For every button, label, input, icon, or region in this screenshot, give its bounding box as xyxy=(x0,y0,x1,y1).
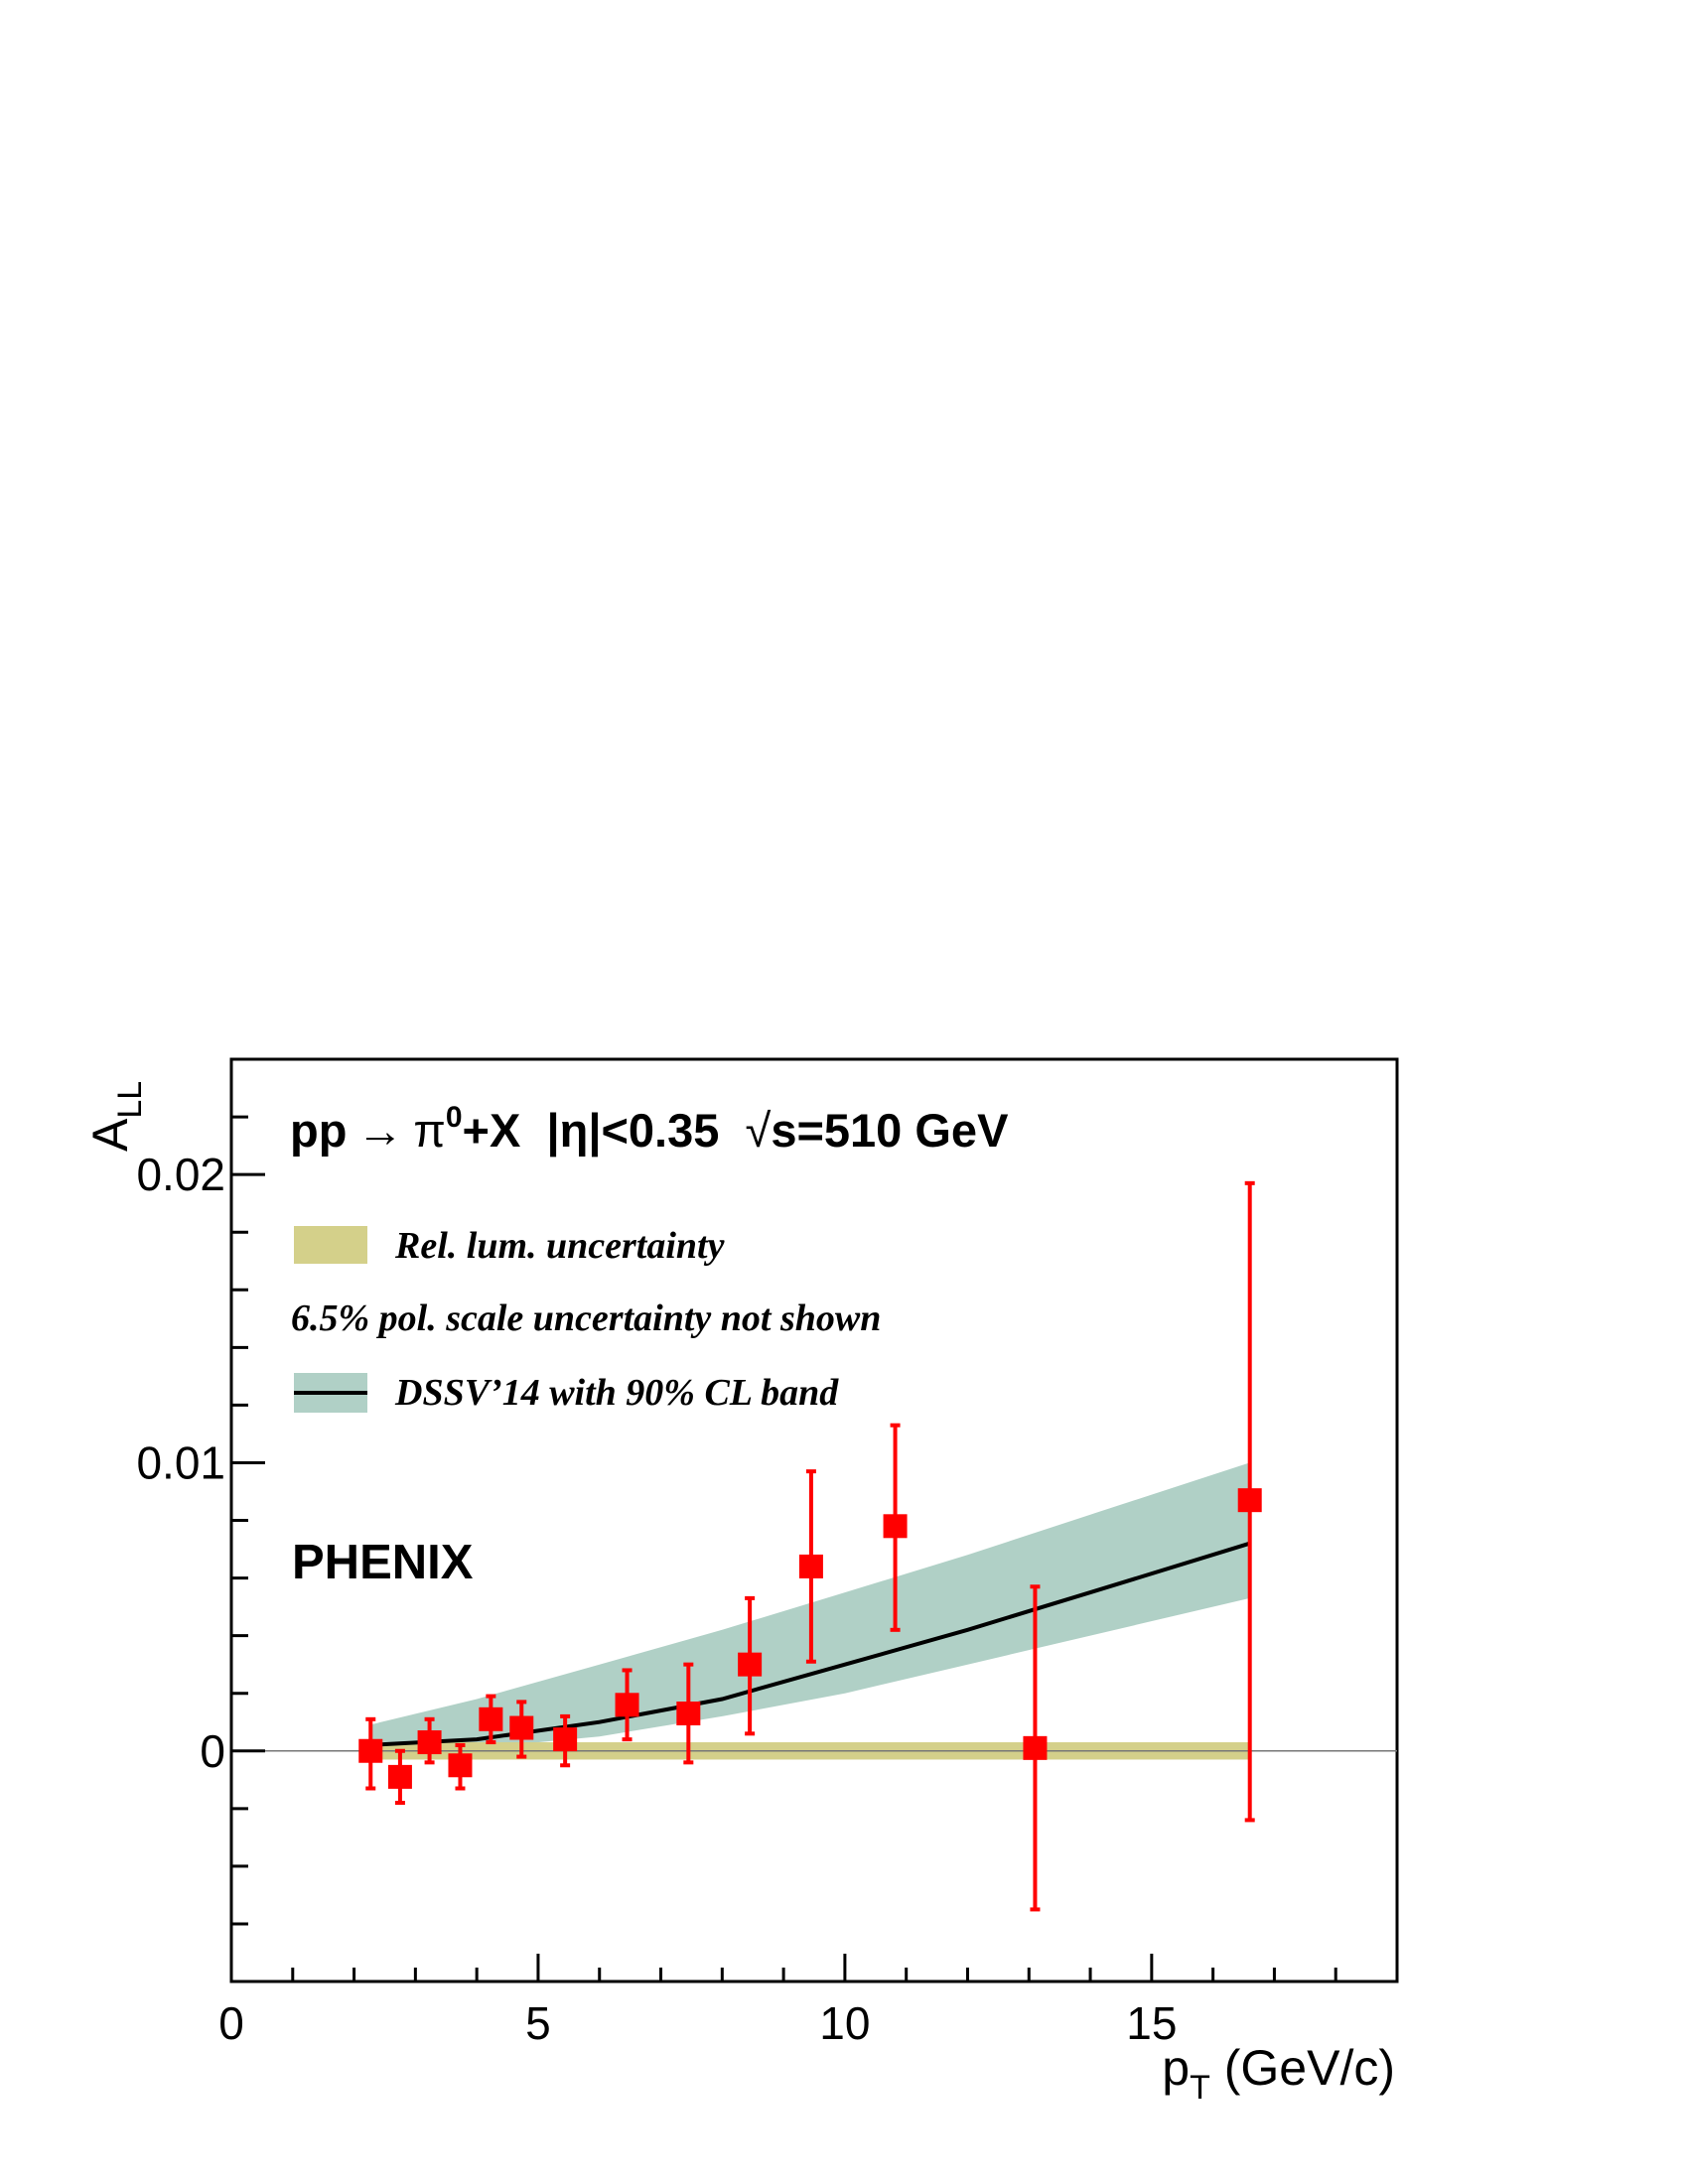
experiment-label: PHENIX xyxy=(292,1536,474,1589)
data-point xyxy=(798,1469,823,1664)
data-marker xyxy=(509,1715,534,1740)
data-point xyxy=(676,1662,701,1765)
x-tick-label: 5 xyxy=(525,1997,551,2049)
data-point xyxy=(1023,1584,1048,1912)
data-marker xyxy=(553,1727,578,1752)
data-marker xyxy=(883,1514,908,1539)
legend-label-dssv: DSSV’14 with 90% CL band xyxy=(394,1372,839,1414)
y-tick-label: 0.01 xyxy=(136,1436,225,1488)
data-marker xyxy=(676,1702,701,1726)
data-marker xyxy=(1023,1735,1048,1760)
data-point xyxy=(738,1595,763,1736)
legend-label-rel-lum: Rel. lum. uncertainty xyxy=(394,1225,725,1267)
x-tick-label: 10 xyxy=(819,1997,870,2049)
x-tick-label: 15 xyxy=(1126,1997,1177,2049)
data-point xyxy=(448,1742,473,1791)
chart-header: pp → π0+X |η|<0.35 √s=510 GeV xyxy=(290,1101,1009,1157)
data-marker xyxy=(615,1693,639,1717)
data-marker xyxy=(479,1706,503,1731)
data-point xyxy=(553,1713,578,1768)
data-point xyxy=(509,1700,534,1759)
data-points xyxy=(358,1180,1262,1912)
data-marker xyxy=(417,1730,442,1755)
data-point xyxy=(883,1423,908,1632)
data-marker xyxy=(358,1738,383,1763)
y-tick-label: 0 xyxy=(200,1725,225,1777)
data-marker xyxy=(448,1753,473,1778)
data-point xyxy=(615,1668,639,1742)
data-point xyxy=(358,1716,383,1791)
data-marker xyxy=(387,1764,412,1789)
x-tick-label: 0 xyxy=(218,1997,244,2049)
legend-label-pol-scale: 6.5% pol. scale uncertainty not shown xyxy=(291,1297,881,1339)
data-point xyxy=(479,1694,503,1745)
legend-swatch-rel-lum xyxy=(294,1226,367,1264)
data-marker xyxy=(798,1554,823,1578)
data-point xyxy=(387,1748,412,1806)
data-marker xyxy=(738,1652,763,1677)
y-axis-title: ALL xyxy=(82,1081,149,1152)
axis-ticks: 0 5 10 15 0 0.01 0.02 xyxy=(136,1057,1399,2049)
y-axis-title-main: ALL xyxy=(82,1081,149,1152)
data-point xyxy=(417,1716,442,1765)
data-point xyxy=(1237,1180,1262,1823)
x-axis-title: pT (GeV/c) xyxy=(1162,2040,1395,2107)
y-tick-label: 0.02 xyxy=(136,1149,225,1200)
curve-layer xyxy=(368,1541,1251,1747)
dssv-curve xyxy=(368,1541,1251,1747)
data-marker xyxy=(1237,1488,1262,1513)
